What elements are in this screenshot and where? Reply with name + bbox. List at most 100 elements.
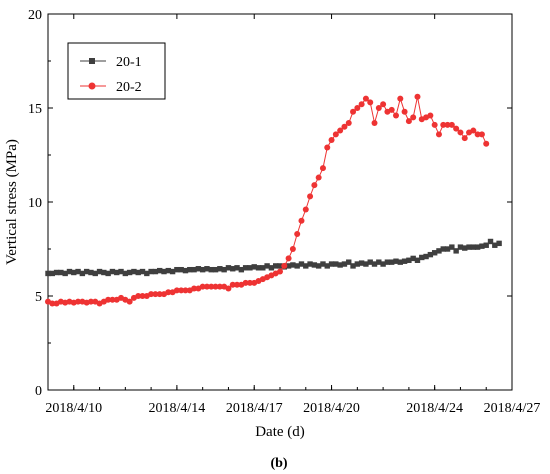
data-point-20-1 (251, 264, 257, 270)
data-point-20-2 (49, 300, 56, 307)
data-point-20-2 (156, 291, 163, 298)
data-point-20-2 (345, 120, 352, 127)
data-point-20-2 (431, 121, 438, 128)
data-point-20-2 (414, 93, 421, 100)
series-20-1 (45, 238, 502, 277)
data-point-20-1 (294, 263, 300, 269)
data-point-20-1 (483, 242, 489, 248)
data-point-20-1 (440, 246, 446, 252)
data-point-20-1 (148, 268, 154, 275)
data-point-20-2 (483, 140, 490, 147)
data-point-20-1 (298, 261, 305, 267)
data-point-20-1 (174, 266, 180, 273)
data-point-20-1 (436, 248, 442, 254)
data-point-20-2 (225, 285, 232, 292)
data-point-20-2 (229, 281, 236, 288)
data-point-20-1 (277, 263, 283, 269)
data-point-20-1 (384, 259, 391, 265)
data-point-20-1 (449, 244, 455, 250)
data-point-20-1 (303, 263, 309, 269)
data-point-20-1 (333, 261, 339, 267)
y-tick-labels: 0 5 10 15 20 (28, 8, 42, 399)
data-point-20-2 (277, 268, 283, 275)
data-point-20-2 (182, 287, 189, 294)
data-point-20-2 (410, 114, 417, 121)
data-point-20-1 (431, 250, 438, 256)
data-point-20-2 (427, 112, 434, 119)
data-point-20-1 (230, 266, 236, 272)
legend-marker-20-2 (88, 82, 96, 90)
data-point-20-2 (178, 287, 185, 294)
data-point-20-2 (401, 108, 408, 115)
data-point-20-1 (217, 266, 223, 272)
data-point-20-1 (144, 270, 150, 277)
legend-box (67, 42, 166, 100)
legend-label-20-2: 20-2 (116, 80, 142, 95)
data-point-20-2 (453, 125, 460, 132)
data-point-20-1 (225, 265, 232, 271)
data-point-20-2 (380, 101, 387, 108)
axis-ticks (47, 13, 513, 391)
data-point-20-1 (406, 257, 412, 263)
data-point-20-2 (281, 262, 288, 269)
legend-label-20-1: 20-1 (116, 55, 142, 70)
data-point-20-2 (109, 296, 116, 303)
data-point-20-2 (470, 127, 477, 134)
data-point-20-1 (462, 245, 468, 251)
data-point-20-2 (358, 101, 365, 108)
data-point-20-1 (126, 269, 133, 276)
data-point-20-1 (53, 269, 60, 276)
data-point-20-1 (75, 268, 81, 275)
y-tick-label: 10 (28, 196, 42, 211)
data-point-20-1 (350, 263, 356, 269)
data-point-20-2 (311, 182, 318, 189)
y-tick-label: 20 (28, 8, 42, 23)
data-point-20-1 (268, 265, 275, 271)
data-point-20-1 (311, 262, 318, 268)
data-point-20-1 (83, 268, 90, 275)
data-point-20-1 (208, 266, 214, 273)
data-point-20-2 (298, 217, 305, 224)
data-point-20-1 (109, 268, 116, 275)
data-point-20-1 (49, 270, 55, 277)
data-point-20-1 (414, 257, 421, 263)
data-point-20-2 (461, 135, 468, 142)
data-point-20-1 (96, 268, 103, 275)
data-point-20-2 (350, 108, 357, 115)
data-point-20-1 (453, 248, 459, 254)
data-point-20-1 (264, 263, 270, 269)
data-point-20-1 (169, 268, 176, 275)
data-point-20-1 (389, 259, 395, 265)
data-point-20-2 (405, 118, 412, 125)
data-point-20-2 (212, 283, 219, 290)
data-point-20-1 (187, 266, 193, 273)
data-point-20-2 (397, 95, 404, 102)
data-point-20-1 (101, 269, 107, 276)
data-point-20-1 (182, 267, 189, 274)
data-point-20-2 (474, 131, 481, 138)
data-point-20-1 (157, 267, 163, 274)
data-point-20-2 (216, 283, 223, 290)
data-point-20-1 (260, 265, 266, 271)
data-point-20-2 (289, 246, 296, 252)
data-point-20-2 (105, 296, 112, 303)
data-point-20-2 (234, 281, 241, 288)
data-point-20-1 (470, 244, 477, 250)
data-point-20-1 (273, 263, 279, 269)
data-point-20-2 (435, 131, 442, 138)
data-point-20-2 (362, 95, 369, 102)
data-point-20-1 (380, 261, 386, 267)
data-point-20-2 (246, 279, 253, 286)
data-point-20-1 (66, 268, 73, 275)
data-point-20-1 (401, 258, 408, 264)
data-point-20-1 (139, 268, 146, 275)
data-point-20-2 (285, 255, 292, 262)
data-point-20-2 (337, 127, 344, 134)
data-point-20-1 (358, 260, 365, 266)
data-point-20-1 (105, 270, 111, 277)
data-point-20-1 (238, 266, 245, 273)
x-tick-labels: 2018/4/10 2018/4/14 2018/4/17 2018/4/20 2018… (45, 401, 540, 416)
data-point-20-1 (79, 270, 86, 277)
data-point-20-1 (131, 268, 137, 275)
